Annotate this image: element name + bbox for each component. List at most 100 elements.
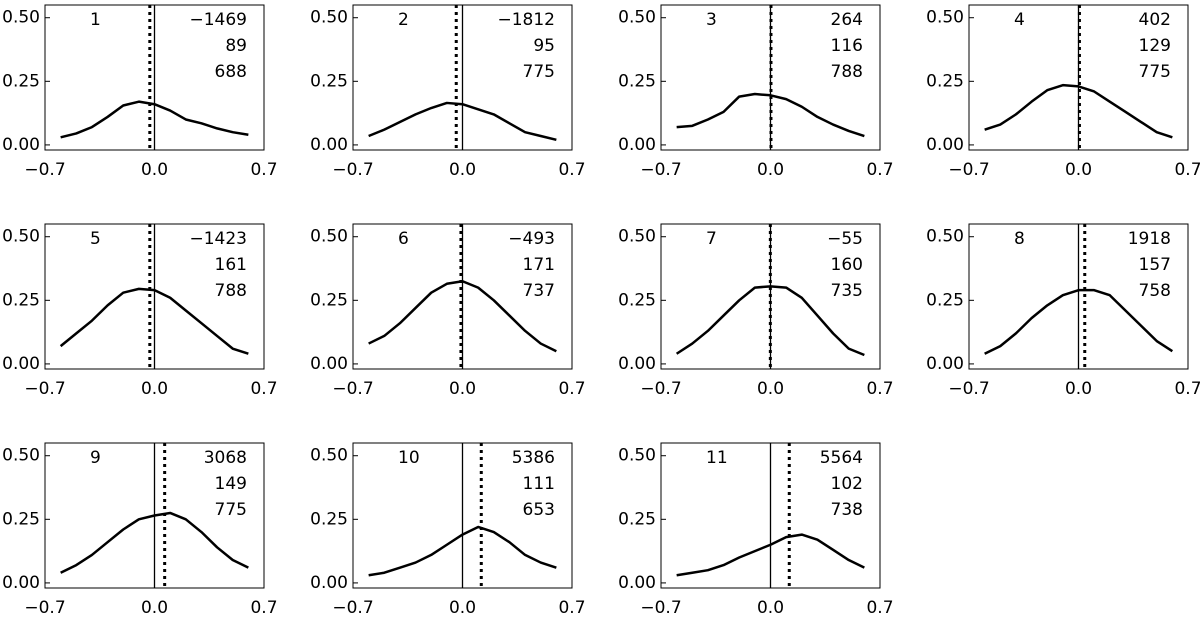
y-tick-label: 0.25 [2,290,40,310]
annotation: 3068 [204,448,247,468]
y-tick-label: 0.50 [2,227,40,247]
x-tick-label: 0.7 [558,598,585,618]
x-tick-label: 0.0 [757,598,784,618]
y-tick-label: 0.00 [310,573,348,593]
annotation: 688 [215,62,247,82]
y-tick-label: 0.25 [926,290,964,310]
profile-line [60,511,249,574]
panel-label: 10 [398,448,420,468]
y-tick-label: 0.00 [310,354,348,374]
y-tick-label: 0.00 [2,135,40,155]
annotation: 5386 [512,448,555,468]
annotation: 788 [215,281,247,301]
annotation: 149 [215,474,247,494]
annotation: 775 [523,62,555,82]
x-tick-label: 0.0 [141,598,168,618]
panel-label: 6 [398,229,409,249]
x-tick-label: −0.7 [332,379,373,399]
x-tick-label: 0.7 [866,379,893,399]
annotation: 160 [831,255,863,275]
y-tick-label: 0.25 [310,290,348,310]
y-tick-label: 0.25 [2,509,40,529]
annotation: 89 [225,36,247,56]
x-tick-label: 0.0 [141,160,168,180]
x-tick-label: 0.7 [866,598,893,618]
y-tick-label: 0.50 [310,227,348,247]
x-tick-label: 0.0 [449,379,476,399]
profile-line [676,92,865,138]
annotation: 758 [1139,281,1171,301]
annotation: 116 [831,36,863,56]
x-tick-label: −0.7 [332,160,373,180]
profile-line [984,288,1174,355]
x-tick-label: 0.7 [866,160,893,180]
panel-label: 2 [398,10,409,30]
x-tick-label: −0.7 [24,379,65,399]
y-tick-label: 0.25 [2,71,40,91]
y-tick-label: 0.50 [2,8,40,28]
x-tick-label: 0.0 [1065,160,1092,180]
annotation: −1423 [189,229,247,249]
x-tick-label: −0.7 [640,379,681,399]
profile-line [368,279,557,353]
x-tick-label: −0.7 [948,379,989,399]
x-tick-label: 0.0 [141,379,168,399]
y-tick-label: 0.50 [618,227,656,247]
x-tick-label: 0.7 [1174,160,1200,180]
x-tick-label: 0.7 [1174,379,1200,399]
x-tick-label: 0.7 [250,379,277,399]
annotation: 161 [215,255,247,275]
y-tick-label: 0.00 [618,135,656,155]
panel-label: 4 [1014,10,1025,30]
x-tick-label: 0.0 [449,160,476,180]
y-tick-label: 0.50 [618,8,656,28]
profile-line [368,525,557,577]
x-tick-label: −0.7 [948,160,989,180]
y-tick-label: 0.00 [926,135,964,155]
x-tick-label: −0.7 [640,598,681,618]
x-tick-label: −0.7 [640,160,681,180]
y-tick-label: 0.50 [926,227,964,247]
x-tick-label: 0.0 [1065,379,1092,399]
annotation: −493 [508,229,555,249]
y-tick-label: 0.25 [618,509,656,529]
profile-line [676,533,865,577]
y-tick-label: 0.50 [2,446,40,466]
annotation: 111 [523,474,555,494]
x-tick-label: 0.0 [449,598,476,618]
annotation: 157 [1139,255,1171,275]
profile-line [60,100,249,139]
y-tick-label: 0.00 [2,573,40,593]
panel-label: 1 [90,10,101,30]
x-tick-label: −0.7 [24,160,65,180]
x-tick-label: 0.7 [250,160,277,180]
annotation: 653 [523,500,555,520]
x-tick-label: −0.7 [24,598,65,618]
annotation: 102 [831,474,863,494]
panel-label: 9 [90,448,101,468]
annotation: 788 [831,62,863,82]
panel-label: 3 [706,10,717,30]
annotation: 402 [1139,10,1171,30]
annotation: 1918 [1128,229,1171,249]
annotation: 775 [1139,62,1171,82]
y-tick-label: 0.50 [618,446,656,466]
y-tick-label: 0.00 [2,354,40,374]
annotation: 775 [215,500,247,520]
x-tick-label: −0.7 [332,598,373,618]
y-tick-label: 0.25 [618,71,656,91]
y-tick-label: 0.50 [310,8,348,28]
y-tick-label: 0.25 [926,71,964,91]
annotation: 738 [831,500,863,520]
annotation: 171 [523,255,555,275]
profile-line [59,287,249,355]
annotation: 129 [1139,36,1171,56]
x-tick-label: 0.7 [558,379,585,399]
annotation: 737 [523,281,555,301]
y-tick-label: 0.00 [618,573,656,593]
annotation: 5564 [820,448,863,468]
x-tick-label: 0.7 [558,160,585,180]
annotation: −1812 [497,10,555,30]
y-tick-label: 0.00 [310,135,348,155]
